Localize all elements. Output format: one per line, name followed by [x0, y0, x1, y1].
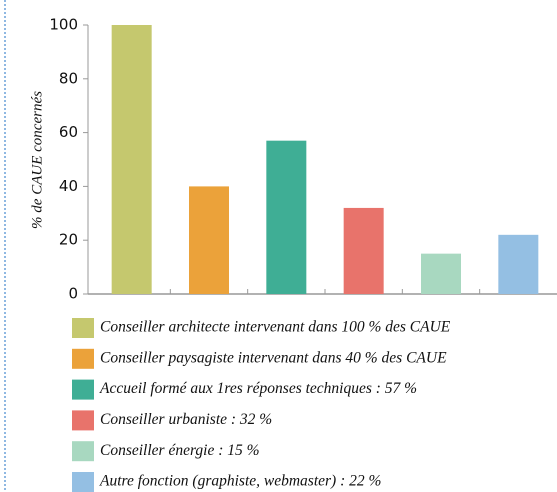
legend-label: Conseiller urbaniste : 32 %: [100, 411, 272, 428]
y-tick-label: 20: [59, 231, 78, 249]
y-tick-label: 40: [59, 177, 78, 195]
y-tick-label: 0: [68, 285, 78, 303]
bar: [189, 186, 229, 294]
legend-swatch: [72, 472, 94, 492]
legend-swatch: [72, 348, 94, 369]
y-tick-label: 60: [59, 123, 78, 141]
legend-label: Autre fonction (graphiste, webmaster) : …: [99, 473, 381, 490]
bar: [111, 25, 152, 294]
legend-swatch: [72, 318, 94, 338]
bar: [421, 253, 461, 294]
y-tick-label: 100: [49, 16, 78, 34]
legend-swatch: [72, 379, 94, 400]
legend-label: Conseiller énergie : 15 %: [100, 442, 260, 459]
legend-label: Accueil formé aux 1res réponses techniqu…: [99, 380, 417, 397]
legend-swatch: [72, 410, 94, 431]
y-axis-label: % de CAUE concernés: [29, 91, 45, 229]
legend-label: Conseiller paysagiste intervenant dans 4…: [100, 349, 447, 366]
legend-label: Conseiller architecte intervenant dans 1…: [100, 319, 451, 336]
bar: [343, 207, 384, 294]
bar: [266, 140, 307, 294]
y-tick-label: 80: [59, 69, 78, 87]
legend-swatch: [72, 441, 94, 462]
bar: [498, 234, 539, 294]
